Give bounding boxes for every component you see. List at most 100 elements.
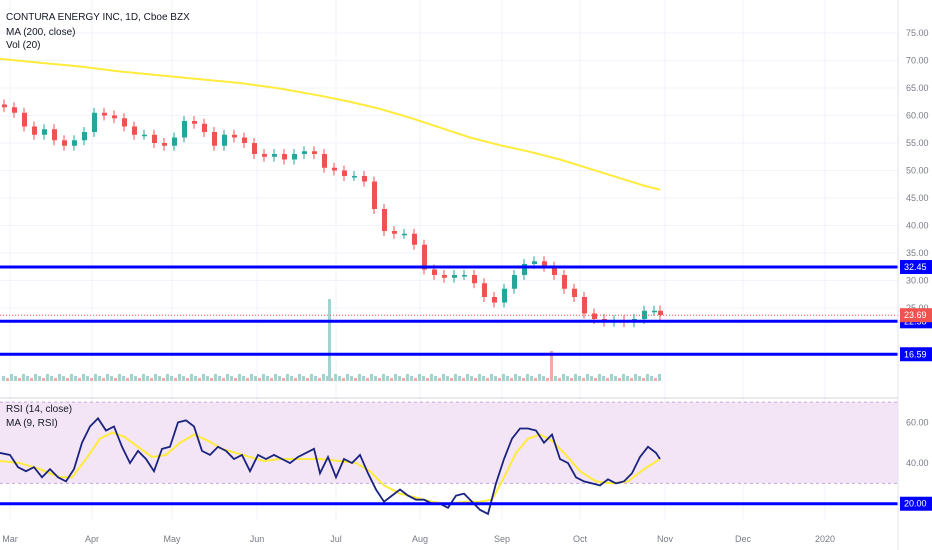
candle-body <box>122 118 127 127</box>
volume-bar <box>166 374 169 381</box>
volume-bar <box>222 378 225 381</box>
volume-bar <box>2 376 5 381</box>
volume-bar <box>466 374 469 381</box>
candle-body <box>232 134 237 138</box>
candle-body <box>482 283 487 297</box>
volume-bar <box>506 376 509 381</box>
time-tick-label: Jun <box>250 534 265 544</box>
time-tick-label: Aug <box>412 534 428 544</box>
rsi-path <box>0 416 661 516</box>
volume-bar <box>326 376 329 381</box>
candle-body <box>592 313 597 319</box>
volume-bar <box>594 378 597 381</box>
volume-bar <box>42 378 45 381</box>
candle-body <box>302 151 307 154</box>
candle-body <box>642 310 647 319</box>
rsi-band-fill <box>0 402 898 484</box>
volume-bar <box>126 378 129 381</box>
candle-body <box>222 134 227 146</box>
volume-bar <box>390 378 393 381</box>
volume-bar <box>10 374 13 381</box>
volume-bar <box>218 376 221 381</box>
last-price-tag-bg <box>900 308 932 323</box>
volume-bar <box>582 378 585 381</box>
volume-bar <box>310 374 313 381</box>
rsi-band <box>0 401 898 484</box>
candle-body <box>52 129 57 141</box>
candle-body <box>22 112 27 127</box>
volume-bar <box>354 378 357 381</box>
volume-bar <box>630 378 633 381</box>
candle-body <box>462 275 467 277</box>
rsi-level-tag: 20.00 <box>904 499 927 509</box>
time-tick-label: Nov <box>657 534 674 544</box>
volume-bar <box>162 378 165 381</box>
volume-bar <box>70 374 73 381</box>
candle-body <box>422 244 427 270</box>
volume-bar <box>314 376 317 381</box>
volume-bar <box>478 374 481 381</box>
volume-bar <box>598 374 601 381</box>
volume-bar <box>282 378 285 381</box>
volume-bar <box>226 374 229 381</box>
time-axis: Mar Apr May Jun Jul Aug Sep Oct Nov Dec 2020 <box>2 534 835 544</box>
candle-body <box>322 154 327 168</box>
candle-body <box>572 288 577 297</box>
volume-bar <box>210 378 213 381</box>
volume-bar <box>94 374 97 381</box>
volume-bar <box>638 376 641 381</box>
volume-bar <box>526 374 529 381</box>
volume-bar <box>14 376 17 381</box>
candle-body <box>352 176 357 178</box>
volume-bar <box>302 376 305 381</box>
time-tick-label: Jul <box>330 534 342 544</box>
volume-spike <box>328 299 331 381</box>
candle-body <box>512 275 517 289</box>
volume-bar <box>90 378 93 381</box>
volume-bar <box>202 374 205 381</box>
price-tick-label: 40.00 <box>906 221 929 231</box>
volume-bar <box>242 376 245 381</box>
candle-body <box>272 154 277 157</box>
volume-bar <box>78 378 81 381</box>
volume-bar <box>198 378 201 381</box>
volume-bar <box>442 374 445 381</box>
volume-bar <box>586 374 589 381</box>
candle-body <box>372 181 377 209</box>
candle-body <box>92 112 97 132</box>
volume-bar <box>438 378 441 381</box>
volume-bar <box>118 374 121 381</box>
volume-bar <box>342 378 345 381</box>
volume-bar <box>654 378 657 381</box>
time-tick-label: Oct <box>573 534 588 544</box>
candle-body <box>402 233 407 236</box>
candle-body <box>242 137 247 143</box>
volume-bar <box>534 378 537 381</box>
volume-bar <box>254 376 257 381</box>
level-tag-bg <box>900 347 932 362</box>
volume-bar <box>110 376 113 381</box>
volume-bar <box>370 374 373 381</box>
level-lines <box>0 265 898 506</box>
volume-bar <box>258 378 261 381</box>
volume-bar <box>510 378 513 381</box>
volume-bar <box>514 374 517 381</box>
candle-body <box>12 107 17 113</box>
candle-body <box>582 297 587 314</box>
volume-bar <box>106 374 109 381</box>
volume-bar <box>82 374 85 381</box>
candle-body <box>442 275 447 278</box>
volume-bar <box>174 378 177 381</box>
candle-body <box>182 121 187 138</box>
volume-bar <box>306 378 309 381</box>
candle-body <box>342 170 347 176</box>
volume-bar <box>590 376 593 381</box>
volume-bar <box>486 378 489 381</box>
volume-bar <box>450 378 453 381</box>
volume-bar <box>214 374 217 381</box>
candle-body <box>412 233 417 245</box>
volume-bar <box>490 374 493 381</box>
volume-bar <box>494 376 497 381</box>
volume-bar <box>518 376 521 381</box>
last-price-tag: 23.69 <box>904 310 927 320</box>
